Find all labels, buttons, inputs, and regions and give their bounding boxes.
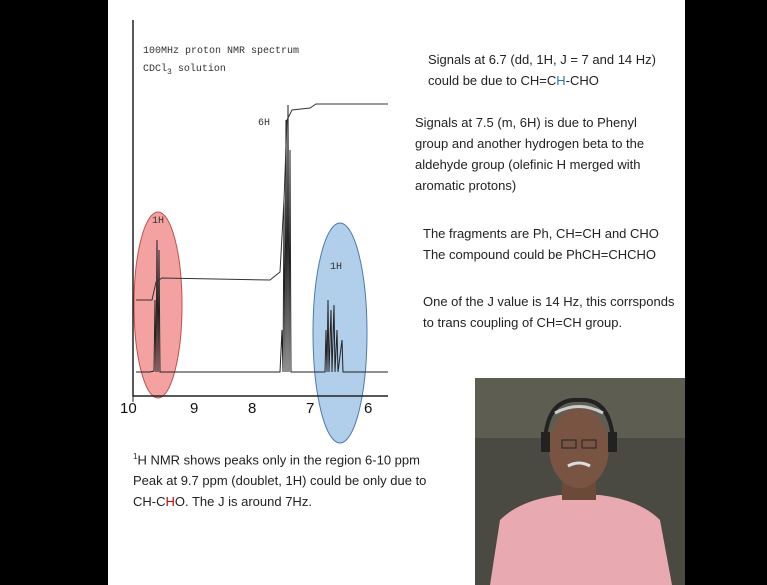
text-line: Peak at 9.7 ppm (doublet, 1H) could be o… — [133, 473, 426, 488]
axis-label: 7 — [306, 400, 314, 417]
text-segment: H — [556, 73, 565, 88]
text-line: could be due to CH=CH-CHO — [428, 73, 599, 88]
text-segment: CH-C — [133, 494, 166, 509]
spectrum-title: 100MHz proton NMR spectrum — [143, 46, 299, 57]
text-line: to trans coupling of CH=CH group. — [423, 315, 622, 330]
text-line: Signals at 6.7 (dd, 1H, J = 7 and 14 Hz) — [428, 52, 656, 67]
spectrum-drawing — [0, 0, 767, 585]
text-line: aldehyde group (olefinic H merged with — [415, 157, 640, 172]
text-segment: H — [166, 494, 175, 509]
axis-label: 9 — [190, 400, 198, 417]
solvent-text: CDCl — [143, 64, 167, 75]
highlight-blue — [313, 223, 367, 443]
text-line: aromatic protons) — [415, 178, 516, 193]
text-segment: -CHO — [566, 73, 599, 88]
screen: { "spectrum": { "title": "100MHz proton … — [0, 0, 767, 585]
axis-label: 10 — [120, 400, 137, 417]
text-line: 1H NMR shows peaks only in the region 6-… — [133, 452, 420, 467]
text-line: group and another hydrogen beta to the — [415, 136, 644, 151]
peak-label: 6H — [258, 118, 270, 129]
text-segment: H NMR shows peaks only in the region 6-1… — [137, 452, 420, 467]
text-segment: could be due to CH=C — [428, 73, 556, 88]
solvent-text: solution — [172, 64, 226, 75]
text-line: CH-CHO. The J is around 7Hz. — [133, 494, 312, 509]
spectrum-solvent: CDCl3 solution — [143, 64, 226, 77]
peak-label: 1H — [330, 262, 342, 273]
text-segment: O. The J is around 7Hz. — [175, 494, 312, 509]
text-line: The compound could be PhCH=CHCHO — [423, 247, 656, 262]
axis-label: 6 — [364, 400, 372, 417]
axis-label: 8 — [248, 400, 256, 417]
text-line: One of the J value is 14 Hz, this corrsp… — [423, 294, 674, 309]
peak-label: 1H — [152, 216, 164, 227]
text-line: Signals at 7.5 (m, 6H) is due to Phenyl — [415, 115, 637, 130]
text-line: The fragments are Ph, CH=CH and CHO — [423, 226, 659, 241]
